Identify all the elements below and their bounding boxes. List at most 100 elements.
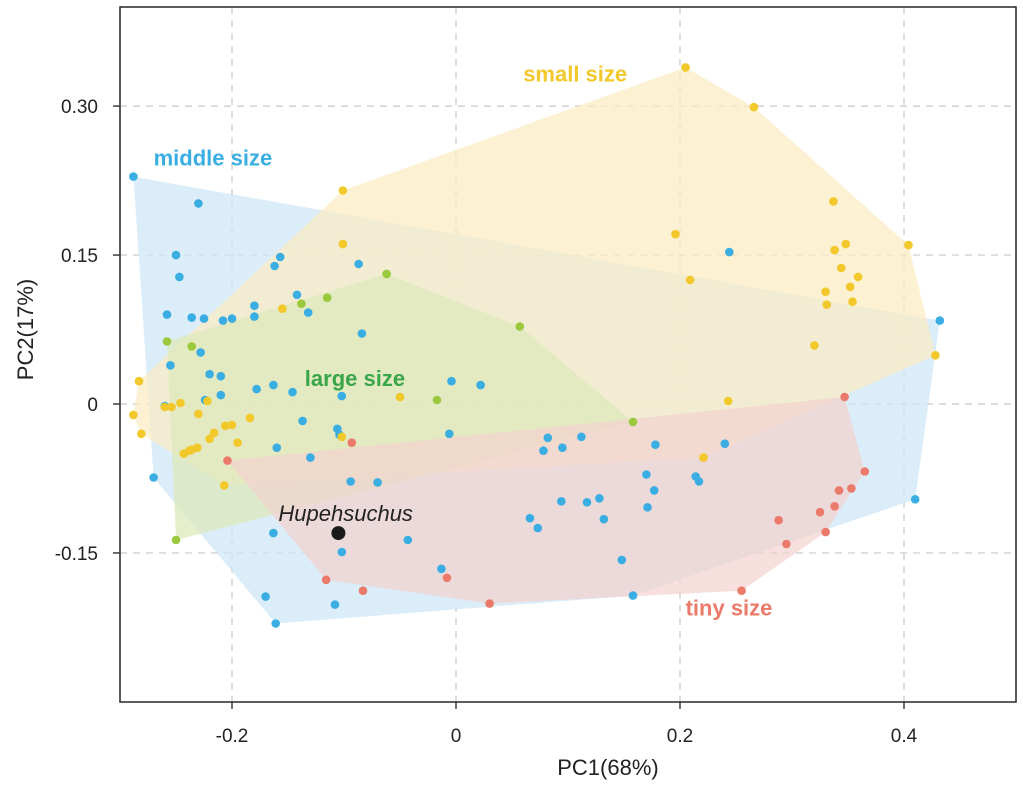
middle-size-point bbox=[196, 348, 205, 357]
large-size-point bbox=[187, 342, 196, 351]
group-labels: middle size small size large size tiny size bbox=[154, 61, 773, 620]
convex-hulls bbox=[133, 67, 940, 624]
middle-size-point bbox=[218, 316, 228, 325]
tiny-size-point bbox=[860, 467, 870, 476]
specimen-annotation: Hupehsuchus bbox=[278, 501, 413, 541]
small-size-point bbox=[848, 297, 857, 307]
middle-size-point bbox=[725, 247, 734, 257]
large-size-point bbox=[432, 395, 442, 405]
middle-size-point bbox=[357, 329, 367, 338]
large-size-point bbox=[628, 417, 638, 427]
small-size-point bbox=[681, 63, 690, 72]
middle-size-point bbox=[306, 453, 315, 462]
middle-size-point bbox=[694, 477, 704, 486]
large-size-point bbox=[297, 299, 306, 309]
plot-frame bbox=[119, 6, 1017, 703]
middle-size-point bbox=[533, 523, 543, 533]
middle-size-point bbox=[354, 259, 363, 269]
middle-size-point bbox=[599, 514, 609, 524]
y-tick-label: 0 bbox=[87, 395, 98, 416]
middle-size-point bbox=[651, 440, 660, 450]
small-size-point bbox=[221, 421, 230, 431]
middle-size-point bbox=[643, 503, 652, 512]
small-size-point bbox=[853, 272, 863, 282]
x-axis-title: PC1(68%) bbox=[557, 755, 658, 780]
small-size-point bbox=[219, 481, 229, 490]
middle-size-point bbox=[227, 314, 237, 323]
tiny-size-point bbox=[840, 392, 849, 402]
tiny-size-point bbox=[782, 539, 791, 549]
large-size-point bbox=[322, 293, 332, 303]
small-size-point bbox=[338, 239, 348, 249]
middle-size-point bbox=[275, 252, 285, 262]
x-tick-label: 0.4 bbox=[891, 726, 918, 747]
small-size-point bbox=[829, 197, 838, 206]
y-axis-title: PC2(17%) bbox=[13, 279, 38, 380]
middle-size-point bbox=[187, 313, 196, 322]
data-points bbox=[129, 63, 945, 628]
large-size-point bbox=[382, 269, 391, 279]
large-size-point bbox=[171, 535, 181, 545]
small-size-point bbox=[167, 402, 176, 412]
small-size-point bbox=[185, 446, 194, 456]
x-axis-ticks: -0.2 0 0.2 0.4 bbox=[216, 702, 918, 747]
small-size-point bbox=[904, 240, 913, 250]
small-size-point bbox=[205, 434, 214, 444]
small-size-point bbox=[227, 420, 237, 430]
small-size-point bbox=[209, 428, 219, 438]
middle-size-point bbox=[250, 312, 259, 321]
small-size-point bbox=[810, 341, 819, 350]
tiny-size-point bbox=[737, 586, 746, 595]
hupehsuchus-point bbox=[331, 526, 346, 541]
tiny-size-point bbox=[485, 599, 494, 608]
middle-size-point bbox=[205, 369, 214, 379]
middle-size-point bbox=[557, 497, 566, 506]
small-size-point bbox=[194, 409, 203, 419]
small-size-point bbox=[233, 438, 242, 448]
middle-size-point bbox=[272, 443, 282, 453]
middle-size-point bbox=[910, 495, 920, 504]
middle-size-point bbox=[162, 310, 172, 319]
middle-size-point bbox=[582, 498, 592, 507]
small-size-point bbox=[723, 396, 733, 406]
tiny-size-point bbox=[847, 484, 856, 493]
middle-size-point bbox=[346, 477, 356, 486]
small-size-point bbox=[160, 402, 170, 412]
small-size-point bbox=[245, 413, 255, 423]
tiny-size-point bbox=[442, 573, 452, 583]
small-size-point bbox=[699, 453, 708, 462]
small-size-point bbox=[749, 102, 759, 112]
middle-size-point bbox=[337, 547, 347, 557]
small-size-point bbox=[134, 376, 144, 386]
large-size-point bbox=[162, 337, 172, 346]
small-size-point bbox=[837, 263, 846, 273]
middle-size-point bbox=[270, 261, 279, 271]
tiny-size-point bbox=[321, 575, 331, 585]
small-size-point bbox=[845, 282, 855, 292]
small-size-point bbox=[395, 392, 405, 402]
y-tick-label: 0.30 bbox=[61, 97, 98, 118]
middle-size-point bbox=[577, 432, 586, 442]
middle-size-point bbox=[303, 308, 313, 317]
large-size-point bbox=[515, 322, 525, 331]
middle-size-point bbox=[271, 619, 281, 628]
middle-size-point bbox=[194, 199, 203, 208]
tiny-size-point bbox=[774, 515, 783, 525]
middle-size-point bbox=[476, 380, 485, 390]
middle-size-point bbox=[292, 290, 302, 300]
small-size-point bbox=[822, 300, 831, 310]
small-size-point bbox=[203, 396, 212, 406]
middle-size-point bbox=[330, 600, 340, 609]
tiny-size-point bbox=[821, 527, 830, 537]
tiny-size-point bbox=[830, 502, 839, 511]
small-size-point bbox=[176, 398, 185, 408]
small-size-point bbox=[337, 432, 347, 442]
middle-size-point bbox=[269, 380, 278, 390]
middle-size-point bbox=[437, 564, 446, 574]
middle-size-point bbox=[445, 429, 454, 439]
tiny-size-point bbox=[223, 456, 232, 465]
middle-size-point bbox=[617, 555, 627, 565]
y-tick-label: 0.15 bbox=[61, 246, 98, 267]
tiny-size-point bbox=[834, 486, 844, 495]
middle-size-point bbox=[558, 443, 567, 453]
